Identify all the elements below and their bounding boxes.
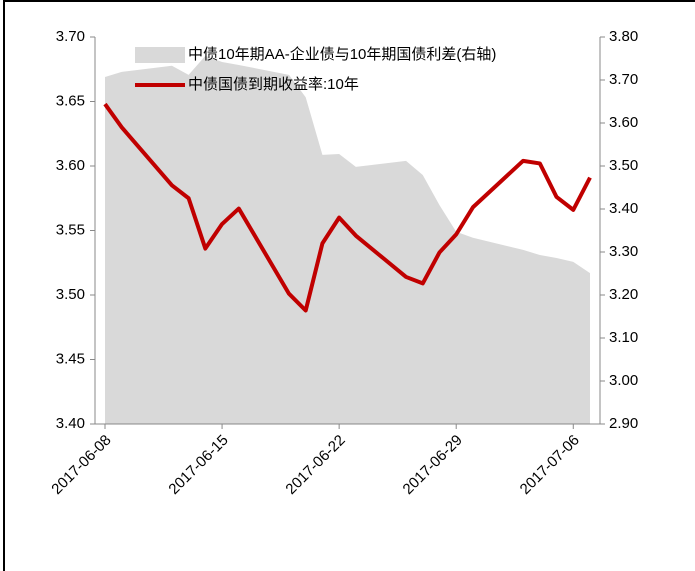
y2-tick-label: 2.90: [609, 415, 638, 432]
y-tick-label: 3.50: [56, 286, 85, 303]
area: [105, 55, 590, 425]
y2-tick-label: 3.60: [609, 114, 638, 131]
y2-tick-label: 3.70: [609, 71, 638, 88]
y-tick-label: 3.55: [56, 221, 85, 238]
y-tick-label: 3.45: [56, 350, 85, 367]
y2-tick-label: 3.40: [609, 200, 638, 217]
y-tick-label: 3.65: [56, 92, 85, 109]
y-tick-label: 3.70: [56, 28, 85, 45]
legend-label: 中债国债到期收益率:10年: [188, 76, 359, 93]
legend-label: 中债10年期AA-企业债与10年期国债利差(右轴): [188, 45, 496, 63]
y-tick-label: 3.60: [56, 157, 85, 174]
line: [103, 102, 592, 313]
y2-tick-label: 3.00: [609, 372, 638, 389]
y2-tick-label: 3.10: [609, 329, 638, 346]
y-tick-label: 3.40: [56, 415, 85, 432]
y2-tick-label: 3.30: [609, 243, 638, 260]
y2-tick-label: 3.50: [609, 157, 638, 174]
legend-swatch: [135, 47, 185, 63]
y2-tick-label: 3.80: [609, 28, 638, 45]
y2-tick-label: 3.20: [609, 286, 638, 303]
